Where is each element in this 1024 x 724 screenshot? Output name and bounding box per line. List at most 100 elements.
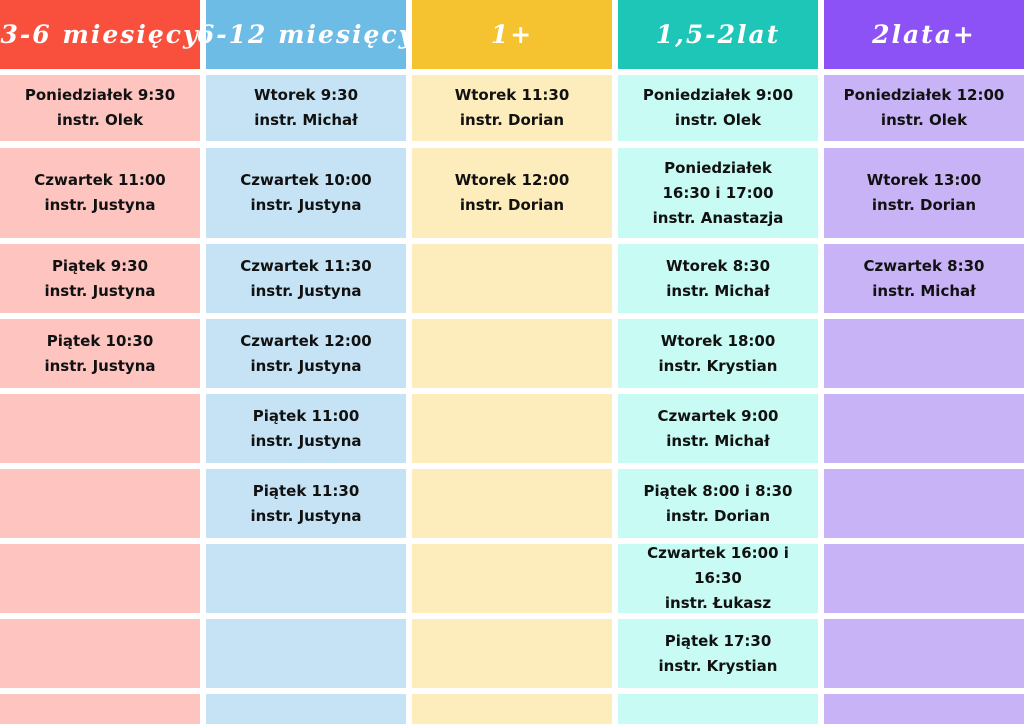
schedule-cell: [824, 694, 1024, 724]
class-time: Czwartek 11:00: [34, 171, 166, 189]
instructor-name: instr. Justyna: [250, 431, 362, 450]
schedule-cell: [0, 469, 200, 538]
schedule-cell: [206, 694, 406, 724]
schedule-cell: Czwartek 12:00 instr. Justyna: [206, 319, 406, 388]
schedule-cell: Wtorek 18:00 instr. Krystian: [618, 319, 818, 388]
schedule-cell: [206, 544, 406, 613]
class-time: Wtorek 18:00: [660, 331, 776, 350]
schedule-cell: Wtorek 12:00 instr. Dorian: [412, 148, 612, 238]
schedule-cell: Piątek 17:30 instr. Krystian: [618, 619, 818, 688]
instructor-name: instr. Justyna: [250, 281, 362, 300]
column-1: 3-6 miesięcy Poniedziałek 9:30 instr. Olek…: [0, 0, 200, 724]
instructor-name: instr. Michał: [666, 281, 770, 300]
schedule-cell: [412, 469, 612, 538]
class-time: Poniedziałek 9:30: [24, 86, 176, 104]
schedule-cell: Piątek 10:30 instr. Justyna: [0, 319, 200, 388]
instructor-name: instr. Olek: [880, 111, 968, 129]
instructor-name: instr. Olek: [56, 111, 144, 129]
schedule-cell: Poniedziałek 16:30 i 17:00 instr. Anastaz…: [618, 148, 818, 238]
class-time: Piątek 11:30: [252, 481, 360, 500]
column-5: 2lata+ Poniedziałek 12:00 instr. Olek Wtore…: [824, 0, 1024, 724]
schedule-cell: Poniedziałek 9:30 instr. Olek: [0, 75, 200, 141]
instructor-name: instr. Justyna: [250, 506, 362, 525]
schedule-cell: Czwartek 8:30 instr. Michał: [824, 244, 1024, 313]
schedule-cell: [0, 694, 200, 724]
schedule-cell: [0, 619, 200, 688]
class-time: Czwartek 16:00 i 16:30: [647, 544, 789, 587]
instructor-name: instr. Dorian: [871, 196, 977, 214]
schedule-cell: [824, 394, 1024, 463]
schedule-cell: Czwartek 11:00 instr. Justyna: [0, 148, 200, 238]
instructor-name: instr. Justyna: [44, 281, 156, 300]
instructor-name: instr. Justyna: [250, 356, 362, 375]
schedule-cell: [0, 544, 200, 613]
class-time: Czwartek 8:30: [863, 256, 985, 275]
column-2: 6-12 miesięcy Wtorek 9:30 instr. Michał Czw…: [197, 0, 413, 724]
class-time: Wtorek 13:00: [866, 171, 982, 189]
class-time: Wtorek 12:00: [454, 171, 570, 189]
schedule-cell: Czwartek 11:30 instr. Justyna: [206, 244, 406, 313]
instructor-name: instr. Michał: [666, 431, 770, 450]
schedule-cell: Wtorek 13:00 instr. Dorian: [824, 148, 1024, 238]
instructor-name: instr. Dorian: [459, 111, 565, 129]
instructor-name: instr. Anastazja: [652, 208, 784, 227]
column-header: 1,5-2lat: [618, 0, 818, 69]
class-time: Czwartek 11:30: [240, 256, 372, 275]
instructor-name: instr. Justyna: [44, 196, 156, 214]
instructor-name: instr. Łukasz: [664, 594, 772, 612]
schedule-cell: [824, 544, 1024, 613]
schedule-cell: [824, 619, 1024, 688]
schedule-cell: [412, 319, 612, 388]
schedule-cell: Wtorek 8:30 instr. Michał: [618, 244, 818, 313]
schedule-cell: [206, 619, 406, 688]
schedule-cell: Piątek 11:00 instr. Justyna: [206, 394, 406, 463]
instructor-name: instr. Olek: [674, 111, 762, 129]
class-time: Wtorek 8:30: [665, 256, 771, 275]
schedule-cell: Czwartek 10:00 instr. Justyna: [206, 148, 406, 238]
class-time: Piątek 8:00 i 8:30: [643, 481, 793, 500]
schedule-cell: [824, 319, 1024, 388]
schedule-cell: [618, 694, 818, 724]
instructor-name: instr. Michał: [872, 281, 976, 300]
schedule-cell: [412, 394, 612, 463]
class-time: Wtorek 9:30: [253, 86, 359, 104]
column-header: 2lata+: [824, 0, 1024, 69]
schedule-cell: Poniedziałek 9:00 instr. Olek: [618, 75, 818, 141]
schedule-cell: Czwartek 16:00 i 16:30 instr. Łukasz: [618, 544, 818, 613]
column-header: 1+: [412, 0, 612, 69]
class-time: Poniedziałek 9:00: [642, 86, 794, 104]
schedule-cell: [412, 244, 612, 313]
schedule-cell: Poniedziałek 12:00 instr. Olek: [824, 75, 1024, 141]
schedule-cell: [412, 694, 612, 724]
schedule-cell: Czwartek 9:00 instr. Michał: [618, 394, 818, 463]
schedule-cell: [0, 394, 200, 463]
schedule-cell: Wtorek 11:30 instr. Dorian: [412, 75, 612, 141]
column-3: 1+ Wtorek 11:30 instr. Dorian Wtorek 12:00 i…: [412, 0, 612, 724]
schedule-cell: Piątek 8:00 i 8:30 instr. Dorian: [618, 469, 818, 538]
schedule-cell: Piątek 11:30 instr. Justyna: [206, 469, 406, 538]
class-time: Piątek 11:00: [252, 406, 360, 425]
instructor-name: instr. Dorian: [665, 506, 771, 525]
schedule-cell: Piątek 9:30 instr. Justyna: [0, 244, 200, 313]
instructor-name: instr. Dorian: [459, 196, 565, 214]
column-header: 6-12 miesięcy: [197, 0, 413, 69]
class-time: Czwartek 12:00: [240, 331, 372, 350]
instructor-name: instr. Justyna: [250, 196, 362, 214]
class-time: Poniedziałek 12:00: [843, 86, 1005, 104]
column-header: 3-6 miesięcy: [0, 0, 200, 69]
instructor-name: instr. Krystian: [658, 656, 778, 675]
class-time: Poniedziałek 16:30 i 17:00: [662, 158, 774, 202]
class-time: Czwartek 9:00: [657, 406, 779, 425]
class-time: Piątek 17:30: [664, 631, 772, 650]
schedule-cell: Wtorek 9:30 instr. Michał: [206, 75, 406, 141]
schedule-cell: [412, 544, 612, 613]
schedule-cell: [824, 469, 1024, 538]
schedule-cell: [412, 619, 612, 688]
instructor-name: instr. Justyna: [44, 356, 156, 375]
class-time: Piątek 10:30: [46, 331, 154, 350]
class-time: Czwartek 10:00: [240, 171, 372, 189]
class-time: Wtorek 11:30: [454, 86, 570, 104]
instructor-name: instr. Krystian: [658, 356, 778, 375]
instructor-name: instr. Michał: [254, 111, 358, 129]
class-time: Piątek 9:30: [51, 256, 149, 275]
